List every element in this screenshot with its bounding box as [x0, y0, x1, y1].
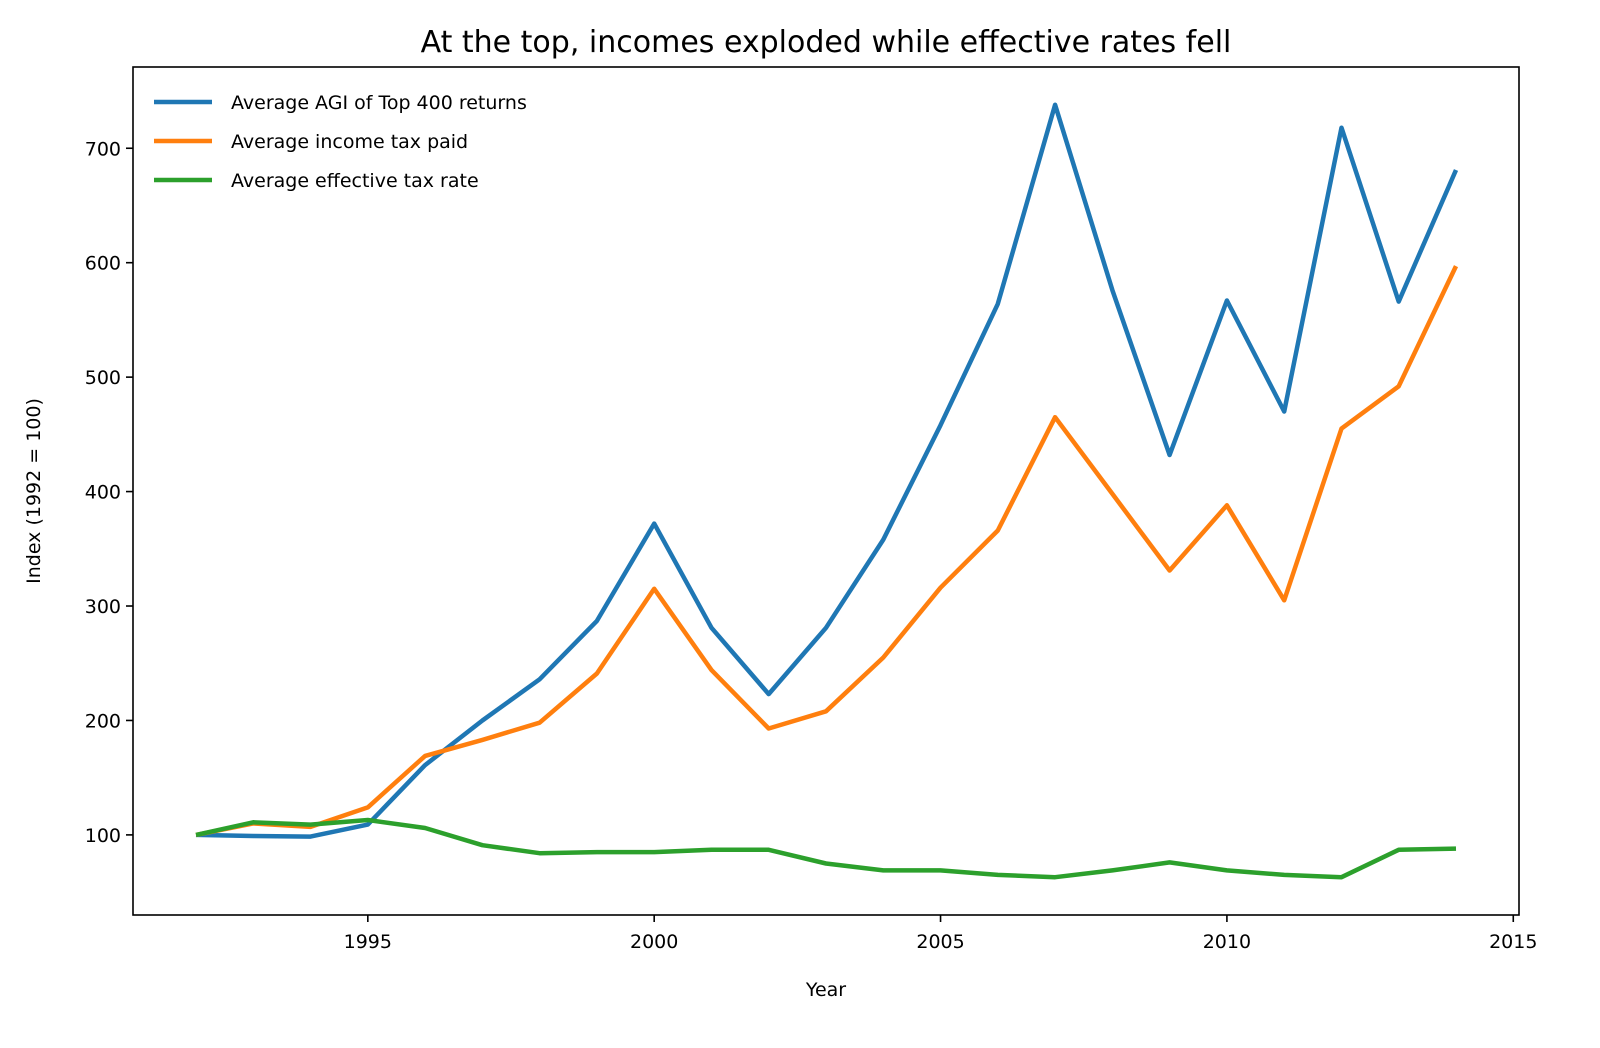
x-tick-label: 2015 — [1489, 931, 1537, 953]
chart-title: At the top, incomes exploded while effec… — [421, 25, 1232, 60]
x-tick-label: 2010 — [1203, 931, 1251, 953]
legend: Average AGI of Top 400 returns Average in… — [154, 92, 527, 192]
y-tick-label: 400 — [85, 482, 121, 504]
legend-label: Average AGI of Top 400 returns — [231, 92, 527, 114]
y-axis-label: Index (1992 = 100) — [23, 398, 45, 584]
y-tick-label: 600 — [85, 253, 121, 275]
x-axis-label: Year — [805, 979, 846, 1001]
y-tick-label: 300 — [85, 596, 121, 618]
x-tick-label: 1995 — [344, 931, 392, 953]
series-line-0 — [195, 102, 1459, 839]
plot-frame — [132, 66, 1520, 916]
y-tick-label: 200 — [85, 710, 121, 732]
y-tick-label: 500 — [85, 367, 121, 389]
y-tick-label: 700 — [85, 138, 121, 160]
x-tick-label: 2005 — [916, 931, 964, 953]
legend-label: Average income tax paid — [231, 131, 468, 153]
series-line-1 — [195, 265, 1459, 838]
x-tick-label: 2000 — [630, 931, 678, 953]
legend-label: Average effective tax rate — [231, 170, 479, 192]
y-tick-label: 100 — [85, 825, 121, 847]
series-line-2 — [195, 817, 1457, 880]
